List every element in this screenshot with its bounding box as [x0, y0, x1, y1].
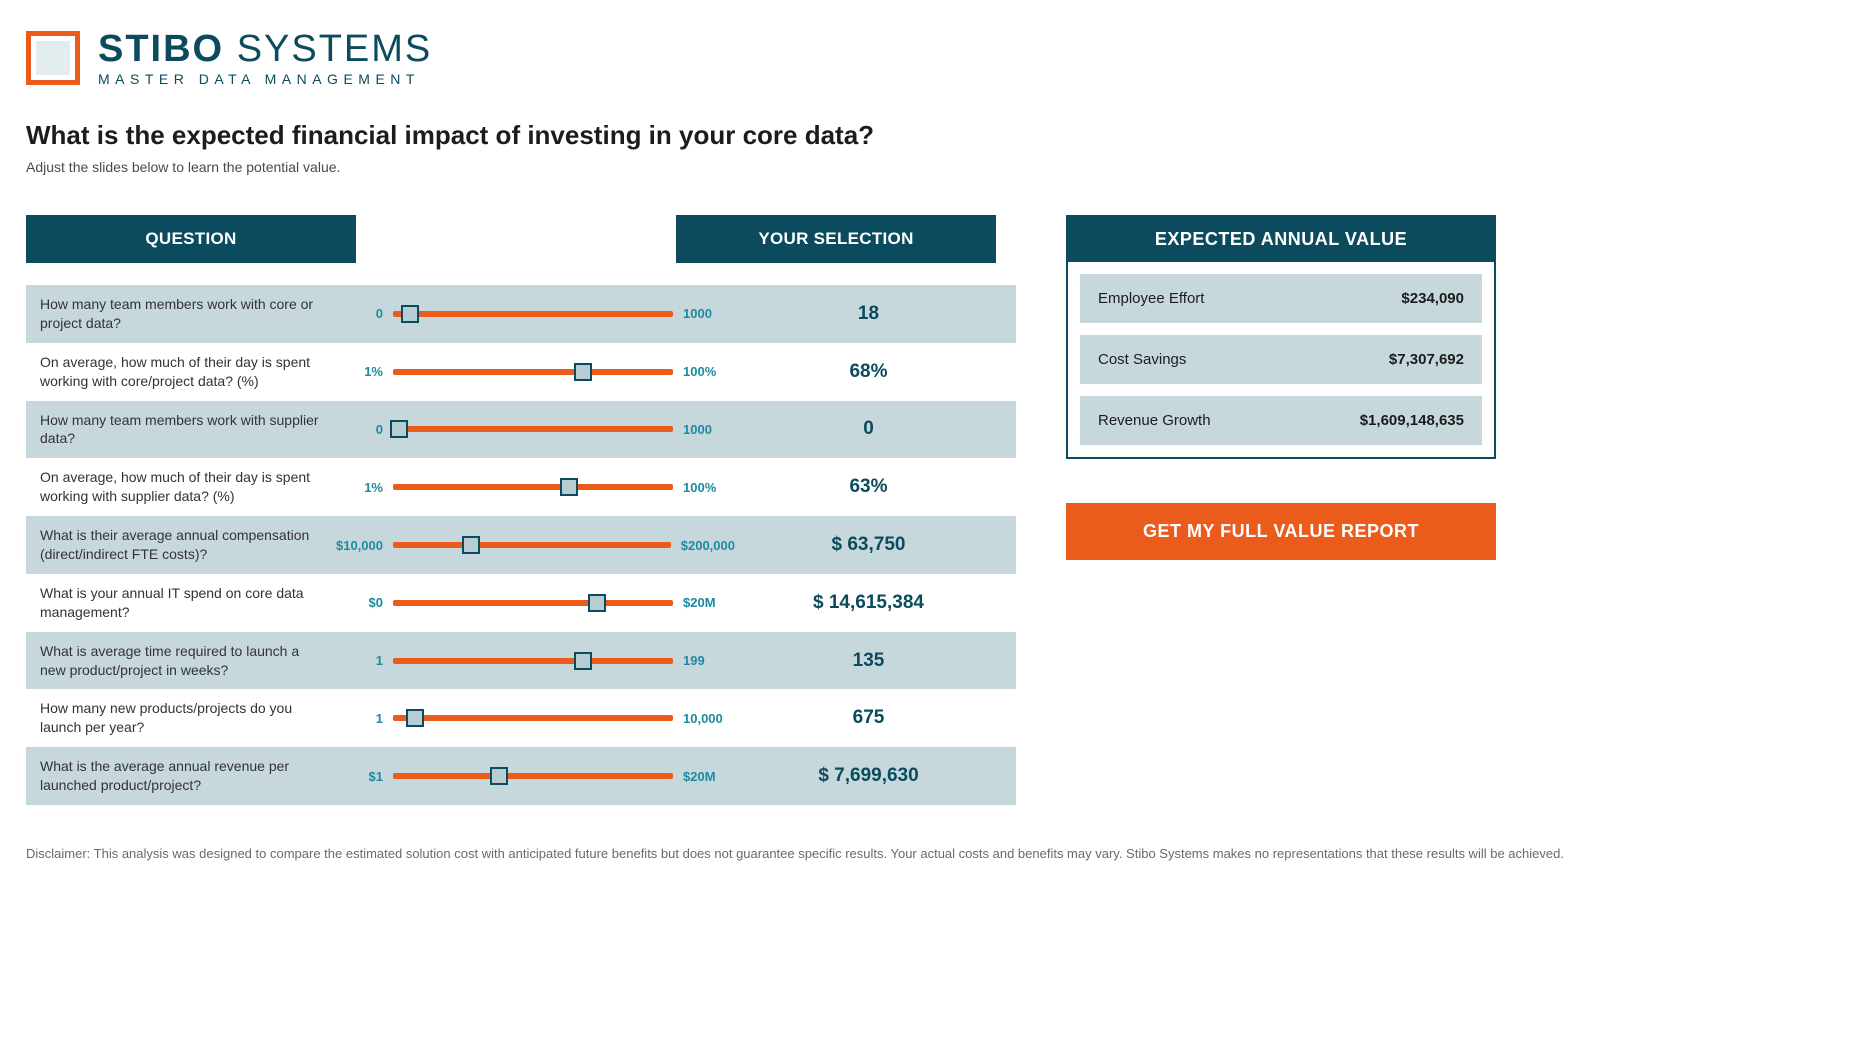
slider-thumb[interactable]: [574, 652, 592, 670]
selection-value: 63%: [735, 476, 1002, 498]
selection-value: 0: [735, 418, 1002, 440]
logo-icon: [26, 31, 80, 85]
question-row: What is their average annual compensatio…: [26, 516, 1016, 574]
question-row: How many team members work with core or …: [26, 285, 1016, 343]
slider-thumb[interactable]: [406, 709, 424, 727]
slider-min-label: $1: [335, 769, 383, 784]
value-row: Employee Effort $234,090: [1080, 274, 1482, 323]
question-text: What is the average annual revenue per l…: [40, 757, 335, 795]
slider-track[interactable]: [393, 542, 671, 548]
slider-thumb[interactable]: [462, 536, 480, 554]
question-text: What is their average annual compensatio…: [40, 526, 335, 564]
question-text: What is your annual IT spend on core dat…: [40, 584, 335, 622]
value-label: Cost Savings: [1098, 351, 1186, 368]
question-text: How many team members work with supplier…: [40, 411, 335, 449]
value-row: Cost Savings $7,307,692: [1080, 335, 1482, 384]
question-row: On average, how much of their day is spe…: [26, 343, 1016, 401]
page-title: What is the expected financial impact of…: [26, 120, 1843, 151]
get-report-button[interactable]: GET MY FULL VALUE REPORT: [1066, 503, 1496, 560]
expected-value-panel: EXPECTED ANNUAL VALUE Employee Effort $23…: [1066, 215, 1496, 459]
slider[interactable]: 1 10,000: [335, 711, 735, 726]
selection-value: 675: [735, 707, 1002, 729]
slider-min-label: 1%: [335, 480, 383, 495]
disclaimer-text: Disclaimer: This analysis was designed t…: [26, 845, 1843, 863]
question-row: How many new products/projects do you la…: [26, 689, 1016, 747]
value-row: Revenue Growth $1,609,148,635: [1080, 396, 1482, 445]
slider-min-label: 1: [335, 711, 383, 726]
value-amount: $1,609,148,635: [1360, 412, 1464, 429]
slider-track[interactable]: [393, 658, 673, 664]
brand-logo: STIBO SYSTEMS MASTER DATA MANAGEMENT: [26, 30, 1843, 86]
brand-name: STIBO SYSTEMS: [98, 30, 432, 68]
question-row: On average, how much of their day is spe…: [26, 458, 1016, 516]
slider[interactable]: 1% 100%: [335, 480, 735, 495]
slider-min-label: 1%: [335, 364, 383, 379]
slider-thumb[interactable]: [588, 594, 606, 612]
slider-max-label: 100%: [683, 364, 735, 379]
slider[interactable]: 0 1000: [335, 422, 735, 437]
slider-track[interactable]: [393, 715, 673, 721]
slider-max-label: $20M: [683, 595, 735, 610]
question-row: What is the average annual revenue per l…: [26, 747, 1016, 805]
slider-thumb[interactable]: [401, 305, 419, 323]
slider-max-label: 100%: [683, 480, 735, 495]
slider-min-label: 0: [335, 422, 383, 437]
slider[interactable]: 1% 100%: [335, 364, 735, 379]
slider[interactable]: $0 $20M: [335, 595, 735, 610]
value-amount: $234,090: [1401, 290, 1464, 307]
slider-max-label: 10,000: [683, 711, 735, 726]
slider[interactable]: $10,000 $200,000: [335, 538, 735, 553]
slider-min-label: $0: [335, 595, 383, 610]
question-text: On average, how much of their day is spe…: [40, 468, 335, 506]
value-label: Employee Effort: [1098, 290, 1204, 307]
value-label: Revenue Growth: [1098, 412, 1211, 429]
slider-max-label: 199: [683, 653, 735, 668]
slider-max-label: 1000: [683, 306, 735, 321]
slider-max-label: $20M: [683, 769, 735, 784]
page-subtitle: Adjust the slides below to learn the pot…: [26, 159, 1843, 175]
selection-value: 135: [735, 650, 1002, 672]
value-amount: $7,307,692: [1389, 351, 1464, 368]
slider-thumb[interactable]: [574, 363, 592, 381]
slider-track[interactable]: [393, 311, 673, 317]
question-row: What is your annual IT spend on core dat…: [26, 574, 1016, 632]
slider[interactable]: 1 199: [335, 653, 735, 668]
slider-track[interactable]: [393, 369, 673, 375]
slider-min-label: 0: [335, 306, 383, 321]
slider-track[interactable]: [393, 426, 673, 432]
slider-track[interactable]: [393, 773, 673, 779]
slider[interactable]: $1 $20M: [335, 769, 735, 784]
header-question: QUESTION: [26, 215, 356, 263]
selection-value: $ 7,699,630: [735, 765, 1002, 787]
slider-max-label: 1000: [683, 422, 735, 437]
slider-max-label: $200,000: [681, 538, 735, 553]
question-text: On average, how much of their day is spe…: [40, 353, 335, 391]
slider[interactable]: 0 1000: [335, 306, 735, 321]
question-row: How many team members work with supplier…: [26, 401, 1016, 459]
slider-min-label: $10,000: [335, 538, 383, 553]
questions-section: QUESTION YOUR SELECTION How many team me…: [26, 215, 1016, 805]
selection-value: 68%: [735, 361, 1002, 383]
selection-value: $ 14,615,384: [735, 592, 1002, 614]
header-selection: YOUR SELECTION: [676, 215, 996, 263]
selection-value: $ 63,750: [735, 534, 1002, 556]
question-text: How many new products/projects do you la…: [40, 699, 335, 737]
question-text: How many team members work with core or …: [40, 295, 335, 333]
slider-track[interactable]: [393, 600, 673, 606]
selection-value: 18: [735, 303, 1002, 325]
slider-thumb[interactable]: [560, 478, 578, 496]
slider-thumb[interactable]: [390, 420, 408, 438]
question-text: What is average time required to launch …: [40, 642, 335, 680]
slider-track[interactable]: [393, 484, 673, 490]
expected-value-title: EXPECTED ANNUAL VALUE: [1068, 217, 1494, 262]
question-row: What is average time required to launch …: [26, 632, 1016, 690]
brand-tagline: MASTER DATA MANAGEMENT: [98, 72, 432, 86]
slider-min-label: 1: [335, 653, 383, 668]
slider-thumb[interactable]: [490, 767, 508, 785]
